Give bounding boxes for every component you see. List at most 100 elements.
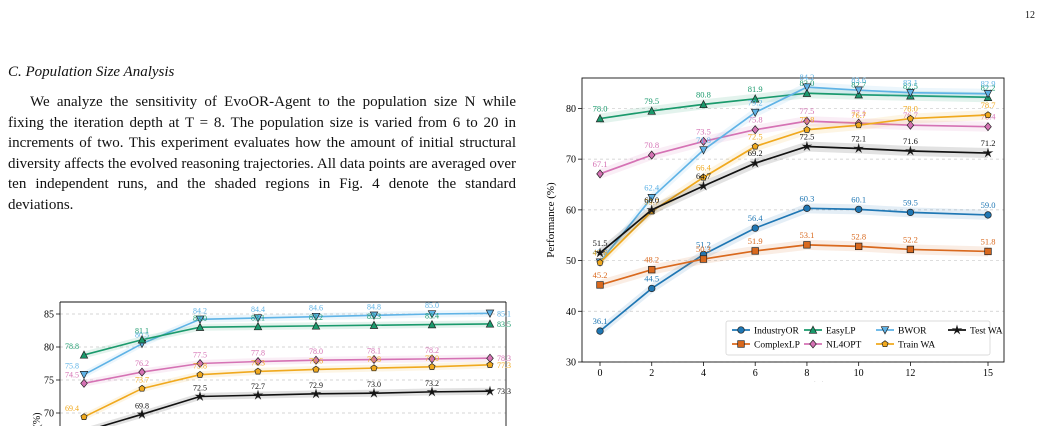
data-point-nl4opt [80, 378, 88, 388]
std-band-easylp [600, 88, 988, 124]
data-label-bwor: 85.0 [425, 301, 439, 310]
data-point-complexlp [984, 247, 992, 256]
series-line-train-wa [83, 364, 490, 418]
data-point-industryor [855, 205, 863, 214]
data-point-nl4opt [803, 116, 811, 126]
series-line-bwor [83, 312, 490, 376]
data-point-train-wa [596, 258, 604, 266]
data-label-nl4opt: 77.5 [799, 106, 814, 116]
data-point-bwor [802, 83, 812, 92]
data-point-test-wa [136, 408, 148, 419]
series-line-nl4opt [83, 357, 490, 385]
std-band-train-wa [84, 361, 490, 421]
data-point-industryor [803, 204, 811, 212]
data-point-nl4opt [138, 367, 146, 377]
data-label-nl4opt: 77.1 [851, 108, 866, 118]
data-label-complexlp: 45.2 [593, 270, 608, 280]
data-point-easylp [369, 320, 379, 329]
body-paragraph: We analyze the sensitivity of EvoOR-Agen… [8, 94, 516, 213]
population-size-chart: 70758085(%)75.880.584.284.484.684.885.08… [32, 301, 511, 426]
data-point-test-wa [853, 142, 864, 154]
data-point-bwor [195, 315, 205, 324]
data-label-complexlp: 52.8 [851, 231, 866, 241]
data-point-easylp [485, 319, 495, 328]
data-label-bwor: 84.4 [251, 305, 265, 314]
data-point-bwor [906, 89, 915, 98]
data-point-easylp [595, 113, 605, 123]
data-point-train-wa [699, 173, 708, 181]
data-point-nl4opt [906, 120, 915, 130]
data-point-industryor [984, 211, 992, 219]
data-label-bwor: 84.6 [309, 304, 323, 313]
data-point-nl4opt [312, 355, 320, 365]
data-label-train-wa: 75.8 [799, 115, 814, 125]
data-label-nl4opt: 78.3 [497, 354, 511, 363]
x-tick-label: 8 [804, 368, 809, 379]
data-label-test-wa: 72.7 [251, 382, 265, 391]
data-label-complexlp: 52.2 [903, 234, 918, 244]
legend-entry-complexlp: ComplexLP [754, 341, 800, 351]
data-label-train-wa: 78.0 [903, 104, 918, 114]
data-label-test-wa: 73.3 [497, 387, 511, 396]
data-point-test-wa [749, 157, 761, 168]
data-point-test-wa [698, 180, 709, 191]
data-point-easylp [699, 99, 708, 109]
y-axis-label: Performance (%) [545, 182, 557, 258]
legend: IndustryOR ComplexLP EasyLP NL4OPT BWOR Train… [725, 320, 1003, 356]
data-point-nl4opt [751, 125, 759, 135]
data-label-test-wa: 72.1 [851, 133, 866, 143]
data-label-bwor: 82.9 [981, 79, 996, 89]
data-label-train-wa: 77.0 [425, 354, 439, 363]
data-label-train-wa: 72.5 [748, 131, 763, 141]
data-label-easylp: 78.0 [593, 104, 608, 114]
data-label-nl4opt: 77.5 [193, 351, 207, 360]
x-tick-label: 15 [983, 368, 993, 379]
data-point-nl4opt [984, 122, 992, 132]
data-point-train-wa [906, 114, 914, 122]
data-label-easylp: 82.7 [851, 80, 866, 90]
data-point-easylp [647, 106, 656, 115]
y-axis-label: (%) [32, 413, 43, 426]
data-label-easylp: 79.5 [644, 96, 659, 106]
data-point-bwor [485, 309, 495, 318]
data-label-bwor: 71.8 [696, 135, 711, 145]
x-tick-label: 2 [649, 368, 654, 379]
std-band-complexlp [600, 239, 988, 290]
data-point-train-wa [370, 364, 378, 372]
data-label-complexlp: 50.3 [696, 244, 711, 254]
data-label-test-wa: 72.5 [193, 384, 207, 393]
legend-marker-industryor [737, 326, 745, 334]
data-label-train-wa: 76.3 [251, 358, 265, 367]
data-label-easylp: 78.8 [65, 342, 79, 351]
legend-entry-industryor: IndustryOR [754, 327, 800, 337]
data-label-nl4opt: 70.8 [644, 140, 659, 150]
data-label-train-wa: 76.6 [309, 356, 323, 365]
data-point-bwor [427, 310, 437, 319]
y-tick-label: 30 [566, 358, 576, 369]
data-label-easylp: 83.0 [193, 314, 207, 323]
x-tick-label: 10 [854, 368, 864, 379]
legend-marker-complexlp [737, 340, 745, 348]
x-tick-label: 0 [598, 368, 603, 379]
legend-entry-test-wa: Test WA [970, 327, 1003, 337]
series-line-bwor [599, 86, 989, 263]
data-point-test-wa [801, 140, 813, 151]
series-line-test-wa [599, 145, 989, 254]
data-label-bwor: 75.8 [65, 362, 79, 371]
data-label-complexlp: 51.8 [981, 236, 996, 246]
data-point-easylp [195, 322, 205, 331]
legend-marker-train-wa [881, 340, 889, 348]
series-line-industryor [599, 207, 989, 332]
data-label-nl4opt: 74.5 [65, 370, 79, 379]
data-label-test-wa: 72.9 [309, 381, 323, 390]
data-label-train-wa: 76.8 [367, 355, 381, 364]
data-point-train-wa [486, 361, 494, 368]
data-point-train-wa [138, 384, 146, 392]
data-label-easylp: 81.9 [748, 84, 763, 94]
data-point-industryor [906, 208, 915, 217]
data-label-test-wa: 60.0 [644, 195, 659, 205]
legend-marker-test-wa [951, 324, 963, 335]
x-axis-label: Generation (T) [760, 380, 826, 382]
y-tick-label: 70 [44, 409, 54, 420]
legend-marker-bwor [880, 326, 890, 335]
